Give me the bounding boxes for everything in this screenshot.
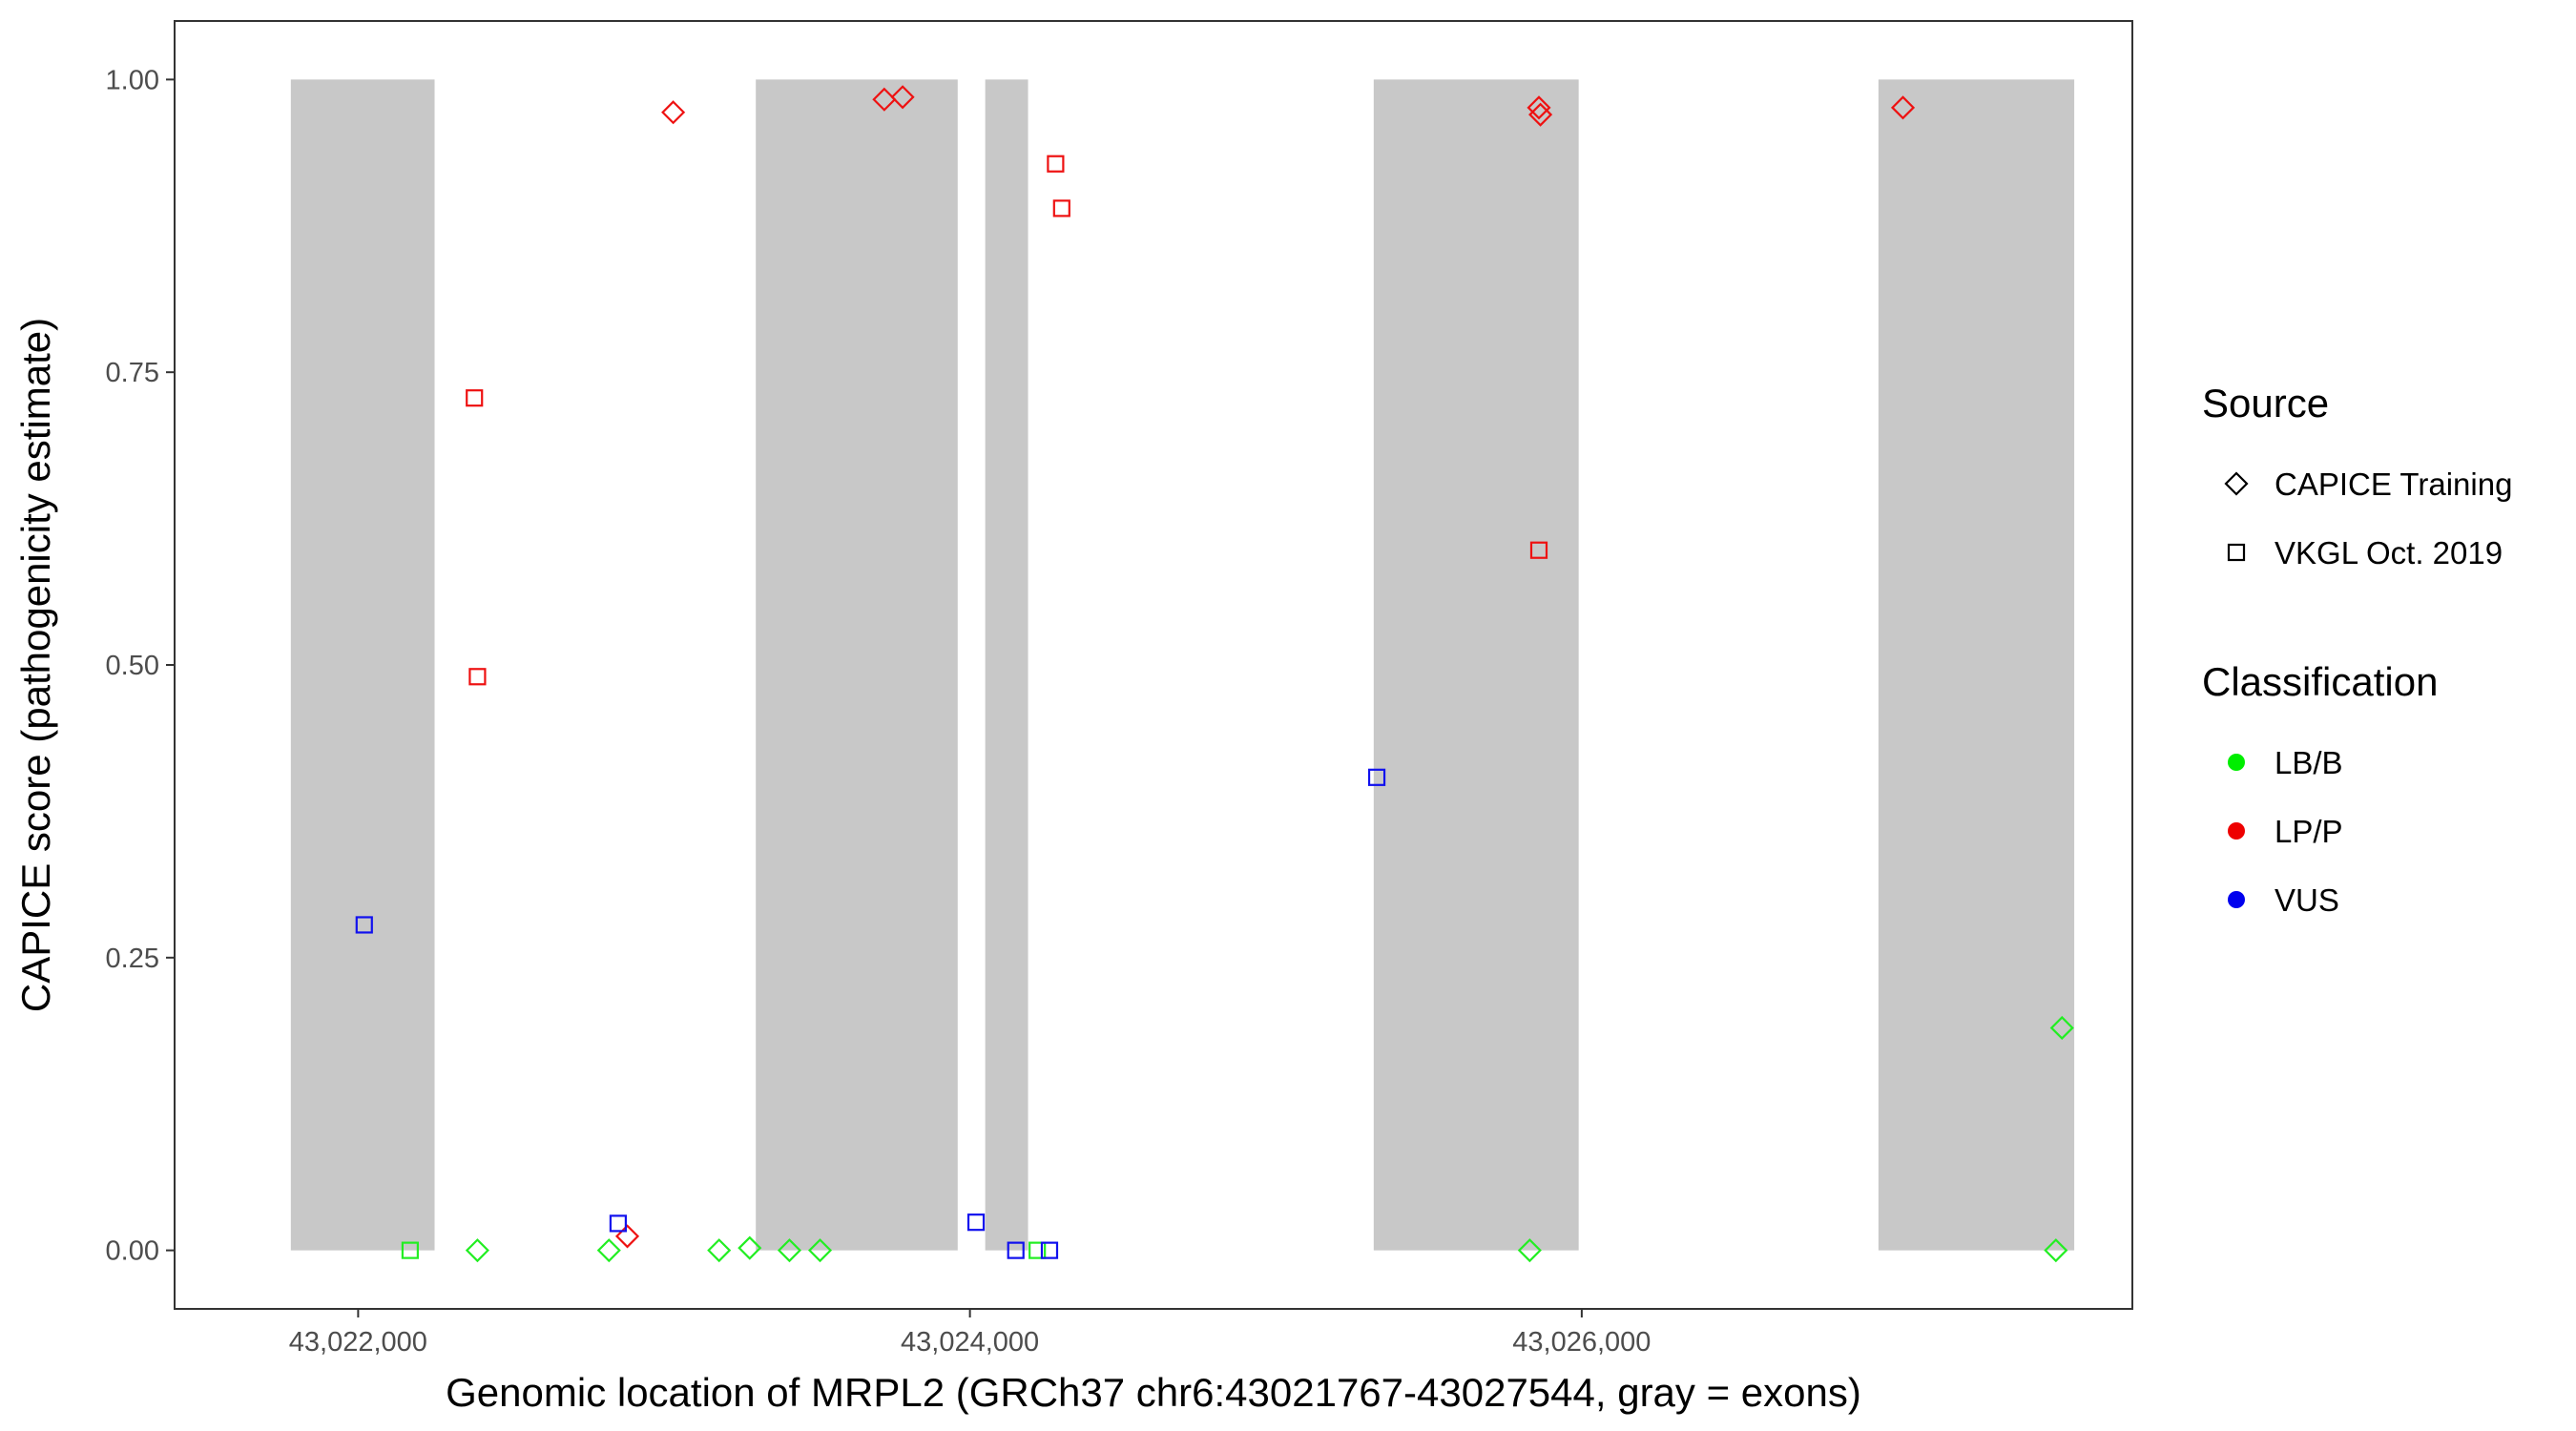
exon-region-1 <box>290 79 435 1251</box>
y-tick-label: 1.00 <box>106 65 159 95</box>
legend-key-dot <box>2228 822 2245 840</box>
y-tick-label: 0.75 <box>106 358 159 388</box>
data-point-square <box>401 1241 419 1259</box>
data-point-square <box>355 916 373 934</box>
data-point-diamond <box>1517 1238 1542 1263</box>
y-tick-label: 0.00 <box>106 1236 159 1267</box>
data-point-square <box>1529 541 1548 559</box>
exon-region-2 <box>756 79 958 1251</box>
data-point-diamond <box>465 1238 489 1263</box>
x-axis-title: Genomic location of MRPL2 (GRCh37 chr6:4… <box>446 1370 1861 1415</box>
data-point-diamond <box>807 1238 833 1263</box>
y-axis: 0.00 0.25 0.50 0.75 1.00 <box>106 65 175 1267</box>
legend-title: Source <box>2202 381 2329 425</box>
exon-region-3 <box>985 79 1028 1251</box>
x-axis: 43,022,000 43,024,000 43,026,000 <box>289 1309 1651 1358</box>
data-point-diamond <box>890 85 915 110</box>
data-point-square <box>609 1214 628 1233</box>
data-point-diamond <box>872 87 897 112</box>
data-point-diamond <box>737 1235 762 1260</box>
y-tick-label: 0.50 <box>106 651 159 681</box>
data-point-square <box>1040 1241 1059 1259</box>
data-point-diamond <box>2049 1015 2074 1041</box>
data-point-diamond <box>596 1238 621 1263</box>
data-point-diamond <box>707 1238 732 1263</box>
legend-entry-label: LB/B <box>2275 745 2343 780</box>
legend: Source CAPICE Training VKGL Oct. 2019 Class… <box>2202 381 2512 918</box>
legend-entry-label: CAPICE Training <box>2275 467 2512 502</box>
legend-title: Classification <box>2202 659 2438 704</box>
x-tick-label: 43,022,000 <box>289 1327 427 1358</box>
data-point-diamond <box>2044 1238 2068 1263</box>
y-tick-label: 0.25 <box>106 944 159 974</box>
data-points-layer <box>355 85 2074 1263</box>
legend-entry-label: VUS <box>2275 882 2339 918</box>
data-point-square <box>466 389 484 407</box>
data-point-square <box>1028 1241 1047 1259</box>
legend-entry-label: LP/P <box>2275 814 2343 849</box>
x-tick-label: 43,026,000 <box>1512 1327 1651 1358</box>
data-point-diamond <box>1528 102 1553 127</box>
data-point-diamond <box>614 1224 640 1249</box>
plot-panel-border <box>174 20 2133 1310</box>
data-point-square <box>468 668 487 686</box>
data-point-square <box>1047 155 1065 173</box>
exon-region-4 <box>1373 79 1579 1251</box>
data-point-square <box>1367 768 1386 786</box>
legend-key-square <box>2227 543 2246 562</box>
data-point-square <box>1052 199 1070 218</box>
exon-shading-layer <box>290 79 2075 1251</box>
x-tick-label: 43,024,000 <box>901 1327 1039 1358</box>
data-point-diamond <box>777 1238 802 1263</box>
legend-key-dot <box>2228 891 2245 908</box>
exon-region-5 <box>1878 79 2075 1251</box>
data-point-diamond <box>1527 95 1551 120</box>
y-axis-title: CAPICE score (pathogenicity estimate) <box>13 318 58 1012</box>
legend-entry-label: VKGL Oct. 2019 <box>2275 535 2503 570</box>
data-point-diamond <box>1890 95 1916 120</box>
legend-key-diamond <box>2224 471 2249 496</box>
data-point-square <box>966 1213 986 1232</box>
data-point-square <box>1007 1241 1025 1259</box>
data-point-diamond <box>661 100 686 125</box>
legend-key-dot <box>2228 754 2245 771</box>
